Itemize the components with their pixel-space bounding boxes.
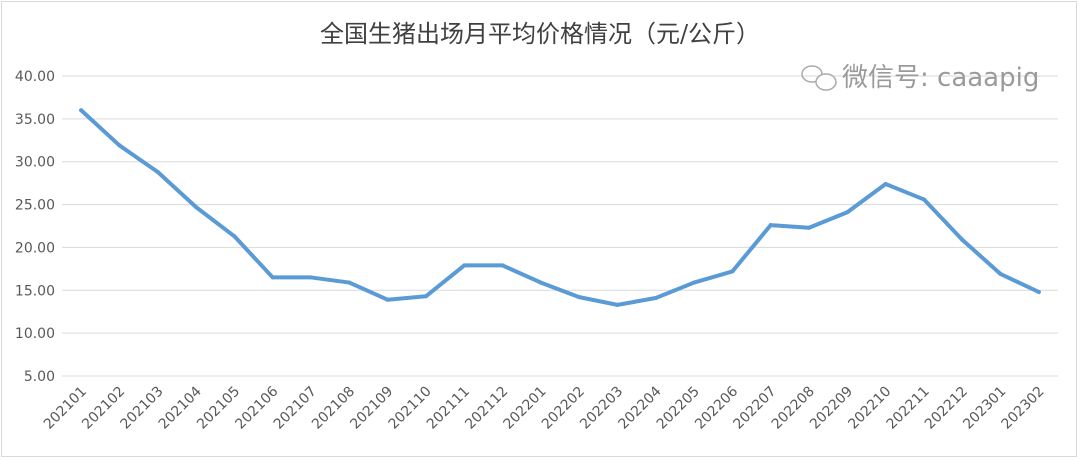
- data-point: [155, 170, 160, 174]
- data-point: [538, 280, 543, 285]
- data-point: [79, 108, 84, 113]
- series-line: [79, 108, 1041, 307]
- y-tick-label: 5.00: [24, 369, 55, 385]
- x-tick-label: 202302: [999, 384, 1048, 433]
- data-point: [845, 210, 850, 215]
- data-point: [1036, 290, 1041, 294]
- y-tick-label: 25.00: [15, 198, 55, 214]
- y-tick-label: 35.00: [15, 112, 55, 128]
- data-point: [807, 225, 811, 230]
- data-point: [500, 263, 505, 268]
- data-point: [577, 295, 582, 300]
- chart-title: 全国生猪出场月平均价格情况（元/公斤）: [320, 20, 760, 48]
- data-point: [998, 272, 1003, 276]
- data-point: [309, 275, 313, 280]
- watermark-text: 微信号: caaapig: [842, 63, 1039, 93]
- data-point: [232, 234, 237, 239]
- data-point: [462, 263, 467, 268]
- data-point: [768, 223, 773, 228]
- y-tick-label: 40.00: [15, 69, 55, 85]
- data-point: [653, 296, 658, 300]
- data-point: [270, 275, 275, 280]
- data-point: [692, 280, 697, 285]
- data-point: [385, 297, 390, 302]
- data-point: [423, 294, 428, 299]
- data-point: [615, 302, 620, 307]
- y-tick-label: 15.00: [15, 283, 55, 299]
- data-point: [883, 182, 888, 186]
- y-tick-label: 20.00: [15, 240, 55, 256]
- y-tick-label: 10.00: [15, 326, 55, 342]
- data-point: [730, 269, 735, 274]
- wechat-icon: [801, 65, 837, 91]
- data-point: [347, 280, 352, 285]
- data-point: [194, 205, 199, 210]
- data-point: [921, 197, 926, 202]
- data-point: [117, 143, 122, 148]
- data-point: [960, 237, 965, 242]
- watermark: 微信号: caaapig: [801, 63, 1039, 93]
- y-tick-label: 30.00: [15, 155, 55, 171]
